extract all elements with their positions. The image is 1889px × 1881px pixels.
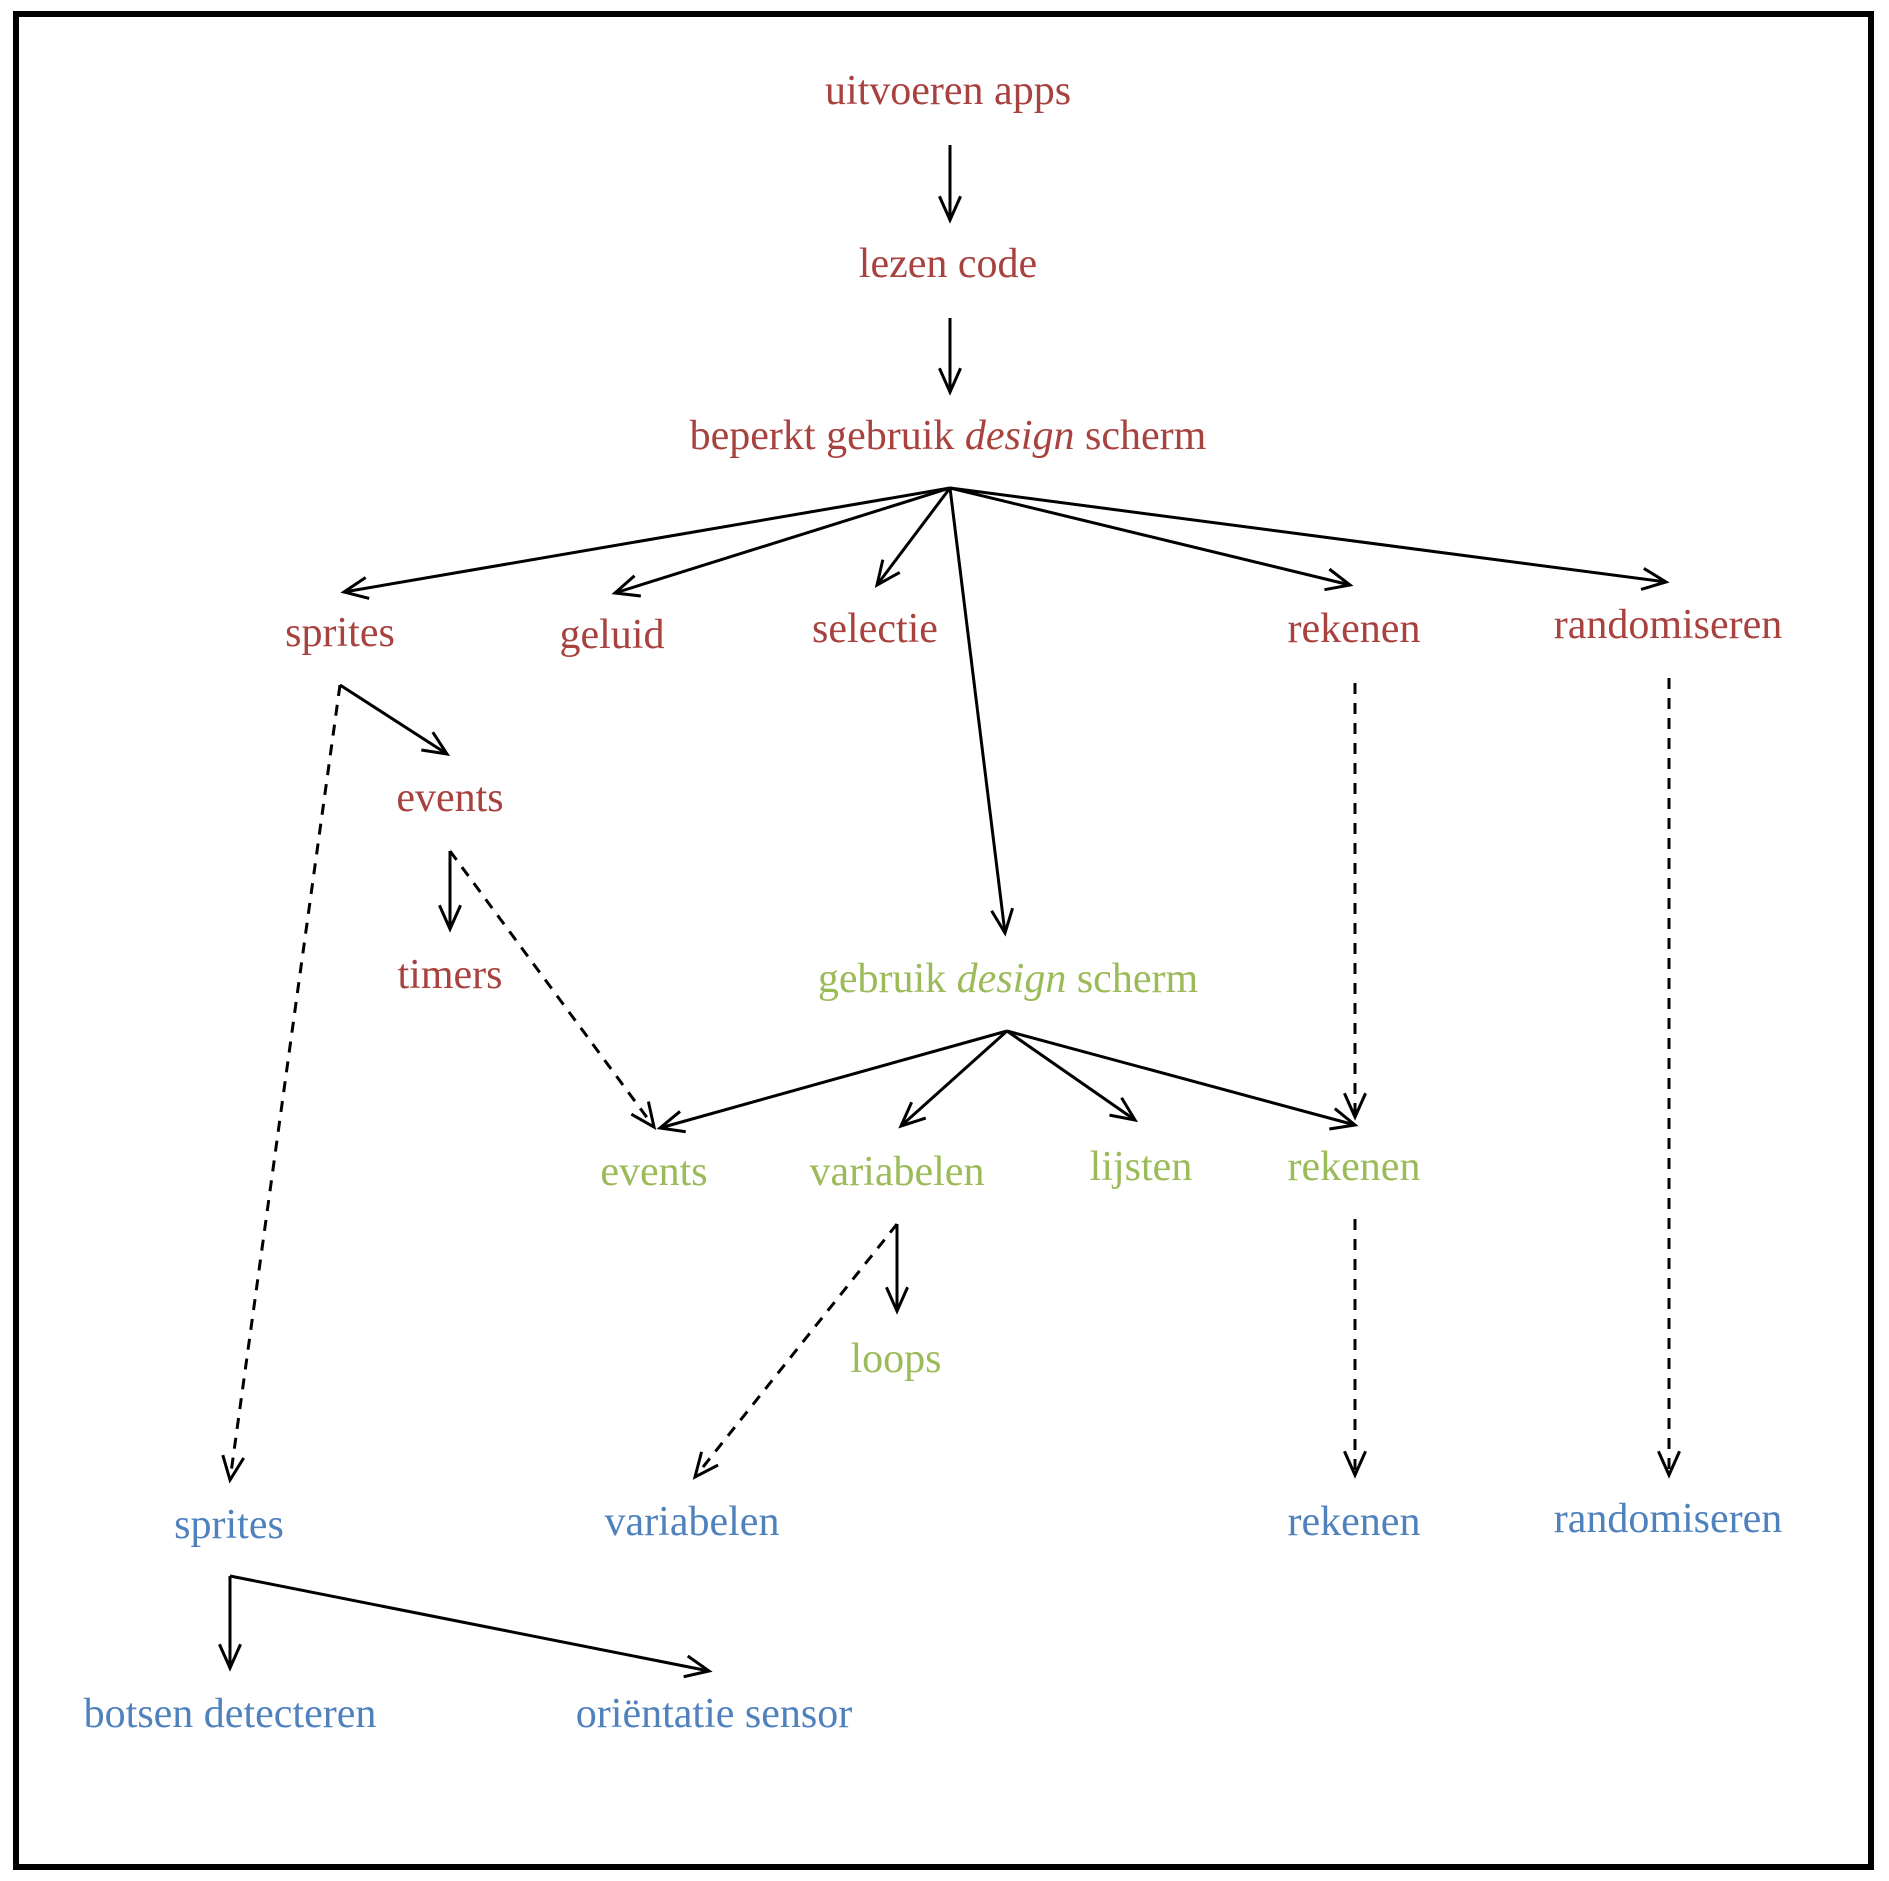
edge-events-red-to-timers bbox=[438, 851, 462, 933]
edge-sprites-blue-to-orientatie-sensor bbox=[229, 1574, 713, 1679]
node-label-emphasis: design bbox=[965, 413, 1075, 459]
node-variabelen-green: variabelen bbox=[810, 1149, 985, 1195]
solid-arrow-line bbox=[899, 1029, 1009, 1128]
edge-gebruik-design-to-rekenen-green bbox=[1006, 1029, 1359, 1131]
edge-rekenen-green-to-rekenen-blue bbox=[1343, 1219, 1367, 1479]
arrowhead-icon bbox=[938, 195, 962, 224]
edge-events-red-to-events-green bbox=[448, 850, 657, 1130]
node-geluid: geluid bbox=[560, 612, 665, 658]
edge-sprites-red-to-events-red bbox=[339, 683, 451, 756]
arrowhead-icon bbox=[421, 731, 451, 756]
solid-arrow-line bbox=[1006, 1029, 1136, 1122]
node-label-part: scherm bbox=[1066, 956, 1198, 1002]
edges-layer bbox=[218, 145, 1681, 1679]
node-variabelen-blue: variabelen bbox=[605, 1499, 780, 1545]
arrowhead-icon bbox=[1343, 1450, 1367, 1479]
edge-variabelen-green-to-loops bbox=[885, 1224, 909, 1315]
node-events-red: events bbox=[396, 775, 503, 821]
arrowhead-icon bbox=[1343, 1092, 1367, 1121]
edge-gebruik-design-to-lijsten bbox=[1006, 1029, 1139, 1123]
node-beperkt-design: beperkt gebruik design scherm bbox=[690, 413, 1207, 459]
solid-arrow-line bbox=[949, 486, 1351, 587]
node-orientatie-sensor: oriëntatie sensor bbox=[576, 1691, 852, 1737]
labels-layer: uitvoeren apps lezen code beperkt gebruik … bbox=[84, 68, 1783, 1737]
edge-beperkt-design-to-selectie bbox=[874, 487, 952, 588]
node-events-green: events bbox=[600, 1149, 707, 1195]
solid-arrow-line bbox=[875, 487, 952, 586]
edge-sprites-red-to-sprites-blue bbox=[221, 684, 342, 1484]
solid-arrow-line bbox=[339, 683, 448, 756]
arrowhead-icon bbox=[692, 1451, 719, 1480]
arrowhead-icon bbox=[221, 1454, 246, 1484]
edge-beperkt-design-to-randomiseren-red bbox=[949, 486, 1670, 591]
node-randomiseren-blue: randomiseren bbox=[1554, 1496, 1783, 1542]
arrowhead-icon bbox=[1657, 1450, 1681, 1479]
node-rekenen-green: rekenen bbox=[1288, 1144, 1421, 1190]
diagram-frame bbox=[13, 11, 1874, 1870]
node-gebruik-design: gebruik design scherm bbox=[818, 956, 1199, 1002]
solid-arrow-line bbox=[949, 486, 1667, 584]
edge-lezen-code-to-beperkt-design bbox=[938, 318, 962, 396]
edge-beperkt-design-to-geluid bbox=[611, 486, 951, 598]
edge-beperkt-design-to-sprites-red bbox=[340, 486, 951, 600]
edge-gebruik-design-to-variabelen-green bbox=[898, 1029, 1009, 1129]
node-label-part: beperkt gebruik bbox=[690, 413, 965, 459]
dashed-arrow-line bbox=[448, 850, 656, 1128]
arrowhead-icon bbox=[683, 1654, 713, 1679]
node-label-part: gebruik bbox=[818, 956, 957, 1002]
node-botsen-detecteren: botsen detecteren bbox=[84, 1691, 377, 1737]
node-loops: loops bbox=[850, 1336, 941, 1382]
edge-uitvoeren-apps-to-lezen-code bbox=[938, 145, 962, 224]
edge-rekenen-red-to-rekenen-green bbox=[1343, 683, 1367, 1121]
node-lijsten: lijsten bbox=[1090, 1144, 1193, 1190]
edge-randomiseren-red-to-randomiseren-blue bbox=[1657, 678, 1681, 1479]
arrowhead-icon bbox=[938, 367, 962, 396]
node-rekenen-blue: rekenen bbox=[1288, 1499, 1421, 1545]
solid-arrow-line bbox=[1006, 1029, 1356, 1127]
arrowhead-icon bbox=[656, 1110, 686, 1134]
arrowhead-icon bbox=[874, 559, 901, 588]
dashed-arrow-line bbox=[228, 684, 342, 1481]
arrowhead-icon bbox=[1640, 567, 1670, 591]
node-label-emphasis: design bbox=[957, 956, 1067, 1002]
node-uitvoeren-apps: uitvoeren apps bbox=[825, 68, 1071, 114]
node-label-part: scherm bbox=[1075, 413, 1207, 459]
arrowhead-icon bbox=[990, 907, 1015, 937]
dashed-arrow-line bbox=[693, 1223, 899, 1478]
arrowhead-icon bbox=[1109, 1096, 1139, 1123]
arrowhead-icon bbox=[1329, 1107, 1359, 1131]
arrowhead-icon bbox=[340, 576, 370, 600]
edge-beperkt-design-to-gebruik-design bbox=[948, 487, 1015, 937]
solid-arrow-line bbox=[948, 487, 1007, 934]
edge-variabelen-green-to-variabelen-blue bbox=[692, 1223, 899, 1480]
edge-beperkt-design-to-rekenen-red bbox=[949, 486, 1354, 592]
node-sprites-blue: sprites bbox=[174, 1502, 284, 1548]
edge-sprites-blue-to-botsen-detecteren bbox=[218, 1576, 242, 1672]
solid-arrow-line bbox=[659, 1029, 1008, 1130]
node-sprites-red: sprites bbox=[285, 610, 395, 656]
arrowhead-icon bbox=[611, 574, 642, 598]
node-rekenen-red: rekenen bbox=[1288, 606, 1421, 652]
solid-arrow-line bbox=[614, 486, 951, 595]
node-randomiseren-red: randomiseren bbox=[1554, 602, 1783, 648]
arrowhead-icon bbox=[898, 1101, 927, 1129]
solid-arrow-line bbox=[229, 1574, 710, 1673]
arrowhead-icon bbox=[218, 1643, 242, 1672]
arrowhead-icon bbox=[630, 1101, 657, 1130]
arrowhead-icon bbox=[1324, 567, 1354, 592]
node-lezen-code: lezen code bbox=[859, 241, 1037, 287]
node-selectie: selectie bbox=[812, 606, 938, 652]
edge-gebruik-design-to-events-green bbox=[656, 1029, 1008, 1134]
solid-arrow-line bbox=[343, 486, 951, 594]
node-timers: timers bbox=[398, 952, 503, 998]
arrowhead-icon bbox=[885, 1286, 909, 1315]
arrowhead-icon bbox=[438, 904, 462, 933]
